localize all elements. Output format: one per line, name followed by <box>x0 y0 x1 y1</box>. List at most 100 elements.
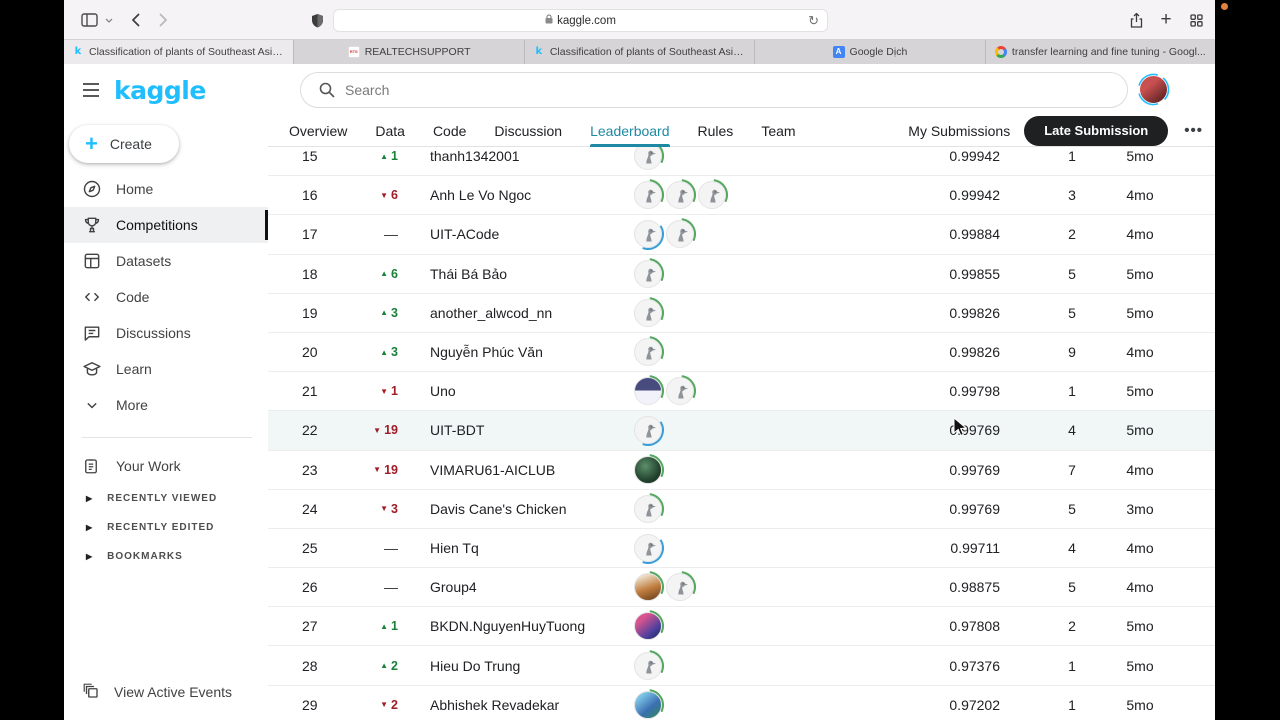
sidebar-item-competitions[interactable]: Competitions <box>64 207 268 243</box>
reload-icon[interactable]: ↻ <box>808 12 819 28</box>
team-members-cell <box>632 296 834 329</box>
team-name-cell[interactable]: Nguyễn Phúc Văn <box>430 344 543 361</box>
tab-rules[interactable]: Rules <box>697 122 734 139</box>
last-submission-cell: 5mo <box>1126 696 1154 713</box>
url-bar[interactable]: kaggle.com ↻ <box>333 9 828 32</box>
entries-cell: 2 <box>1068 618 1076 635</box>
team-name-cell[interactable]: Hieu Do Trung <box>430 657 521 674</box>
browser-tab-2[interactable]: k Classification of plants of Southeast A… <box>524 40 756 64</box>
last-submission-cell: 4mo <box>1126 539 1154 556</box>
team-name-cell[interactable]: Anh Le Vo Ngoc <box>430 187 532 204</box>
new-tab-icon[interactable]: + <box>1160 9 1172 30</box>
tab-code[interactable]: Code <box>432 122 467 139</box>
privacy-shield-icon[interactable] <box>308 0 326 40</box>
leaderboard-row[interactable]: 16 ▼ 6 Anh Le Vo Ngoc 0.99942 3 4mo <box>268 176 1215 216</box>
leaderboard-row[interactable]: 27 ▲ 1 BKDN.NguyenHuyTuong 0.97808 2 5mo <box>268 607 1215 647</box>
default-avatar[interactable] <box>632 218 664 251</box>
penguin-avatar[interactable] <box>632 375 664 408</box>
leaderboard-row[interactable]: 15 ▲ 1 thanh1342001 0.99942 1 5mo <box>268 147 1215 177</box>
team-name-cell[interactable]: Group4 <box>430 579 477 596</box>
sidebar-section-recently-edited[interactable]: ▶ RECENTLY EDITED <box>64 513 268 542</box>
photo-green-avatar[interactable] <box>632 453 664 486</box>
default-avatar[interactable] <box>664 375 696 408</box>
leaderboard-row[interactable]: 26 — Group4 0.98875 5 4mo <box>268 568 1215 608</box>
sidebar-toggle-icon[interactable] <box>78 0 100 40</box>
my-submissions-link[interactable]: My Submissions <box>908 122 1011 139</box>
leaderboard-row[interactable]: 18 ▲ 6 Thái Bá Bảo 0.99855 5 5mo <box>268 254 1215 294</box>
sidebar-item-discussions[interactable]: Discussions <box>64 315 268 351</box>
team-name-cell[interactable]: Davis Cane's Chicken <box>430 500 567 517</box>
search-input[interactable]: Search <box>300 72 1128 108</box>
leaderboard-row[interactable]: 20 ▲ 3 Nguyễn Phúc Văn 0.99826 9 4mo <box>268 332 1215 373</box>
menu-icon[interactable] <box>82 83 100 97</box>
user-avatar[interactable] <box>1137 73 1170 106</box>
leaderboard-row[interactable]: 25 — Hien Tq 0.99711 4 4mo <box>268 528 1215 569</box>
tab-overview[interactable]: Overview <box>289 122 348 139</box>
default-avatar[interactable] <box>664 571 696 604</box>
sidebar-item-label: Home <box>116 181 154 197</box>
back-icon[interactable] <box>126 0 144 40</box>
view-active-events-label: View Active Events <box>114 684 233 700</box>
default-avatar[interactable] <box>632 257 664 290</box>
tab-team[interactable]: Team <box>761 122 796 139</box>
team-name-cell[interactable]: VIMARU61-AICLUB <box>430 461 556 478</box>
team-name-cell[interactable]: UIT-ACode <box>430 226 500 243</box>
leaderboard-row[interactable]: 28 ▲ 2 Hieu Do Trung 0.97376 1 5mo <box>268 646 1215 686</box>
tab-discussion[interactable]: Discussion <box>494 122 563 139</box>
leaderboard-row[interactable]: 23 ▼ 19 VIMARU61-AICLUB 0.99769 7 4mo <box>268 450 1215 490</box>
browser-tab-1[interactable]: RTS REALTECHSUPPORT <box>294 40 525 64</box>
sidebar-item-datasets[interactable]: Datasets <box>64 243 268 279</box>
leaderboard-row[interactable]: 21 ▼ 1 Uno 0.99798 1 5mo <box>268 372 1215 412</box>
sidebar-item-more[interactable]: More <box>64 387 268 423</box>
photo-blue-avatar[interactable] <box>632 688 664 720</box>
leaderboard-row[interactable]: 17 — UIT-ACode 0.99884 2 4mo <box>268 215 1215 255</box>
browser-tab-4[interactable]: transfer learning and fine tuning - Goog… <box>985 40 1216 64</box>
team-name-cell[interactable]: UIT-BDT <box>430 422 485 439</box>
more-options-icon[interactable]: ••• <box>1184 122 1203 139</box>
browser-tab-0[interactable]: k Classification of plants of Southeast A… <box>64 40 295 64</box>
tab-overview-icon[interactable] <box>1187 0 1205 40</box>
sidebar-item-home[interactable]: Home <box>64 171 268 207</box>
default-avatar[interactable] <box>632 492 664 525</box>
share-icon[interactable] <box>1127 0 1145 40</box>
team-name-cell[interactable]: Abhishek Revadekar <box>430 696 560 713</box>
default-avatar[interactable] <box>664 179 696 212</box>
team-name-cell[interactable]: Hien Tq <box>430 539 479 556</box>
default-avatar[interactable] <box>664 218 696 251</box>
sidebar-section-recently-viewed[interactable]: ▶ RECENTLY VIEWED <box>64 484 268 513</box>
photo-pink-avatar[interactable] <box>632 610 664 643</box>
leaderboard-row[interactable]: 19 ▲ 3 another_alwcod_nn 0.99826 5 5mo <box>268 293 1215 333</box>
default-avatar[interactable] <box>632 649 664 682</box>
sidebar-item-your-work[interactable]: Your Work <box>64 448 268 484</box>
team-name-cell[interactable]: Thái Bá Bảo <box>430 265 508 282</box>
leaderboard-row[interactable]: 22 ▼ 19 UIT-BDT 0.99769 4 5mo <box>268 411 1215 451</box>
team-name-cell[interactable]: BKDN.NguyenHuyTuong <box>430 618 586 635</box>
browser-tab-3[interactable]: A Google Dịch <box>755 40 986 64</box>
photo-orange-avatar[interactable] <box>632 571 664 604</box>
default-avatar[interactable] <box>632 531 664 564</box>
default-avatar[interactable] <box>632 296 664 329</box>
team-name-cell[interactable]: another_alwcod_nn <box>430 304 553 321</box>
expand-arrow-icon: ▶ <box>86 552 94 561</box>
default-avatar[interactable] <box>632 179 664 212</box>
default-avatar[interactable] <box>632 336 664 369</box>
sidebar-section-bookmarks[interactable]: ▶ BOOKMARKS <box>64 542 268 571</box>
default-avatar[interactable] <box>696 179 728 212</box>
forward-icon[interactable] <box>154 0 172 40</box>
default-avatar[interactable] <box>632 414 664 447</box>
leaderboard-row[interactable]: 24 ▼ 3 Davis Cane's Chicken 0.99769 5 3mo <box>268 489 1215 529</box>
tab-data[interactable]: Data <box>375 122 405 139</box>
sidebar-item-code[interactable]: Code <box>64 279 268 315</box>
create-button[interactable]: + Create <box>69 125 179 163</box>
view-active-events[interactable]: View Active Events <box>64 674 268 710</box>
leaderboard-row[interactable]: 29 ▼ 2 Abhishek Revadekar 0.97202 1 5mo <box>268 685 1215 720</box>
score-cell: 0.99826 <box>949 304 1000 321</box>
team-name-cell[interactable]: thanh1342001 <box>430 148 520 165</box>
late-submission-button[interactable]: Late Submission <box>1024 115 1169 146</box>
chevron-down-icon[interactable] <box>103 0 115 40</box>
default-avatar[interactable] <box>632 147 664 173</box>
sidebar-item-learn[interactable]: Learn <box>64 351 268 387</box>
tab-leaderboard[interactable]: Leaderboard <box>590 115 670 147</box>
team-name-cell[interactable]: Uno <box>430 383 456 400</box>
kaggle-logo[interactable]: kaggle <box>114 75 206 105</box>
